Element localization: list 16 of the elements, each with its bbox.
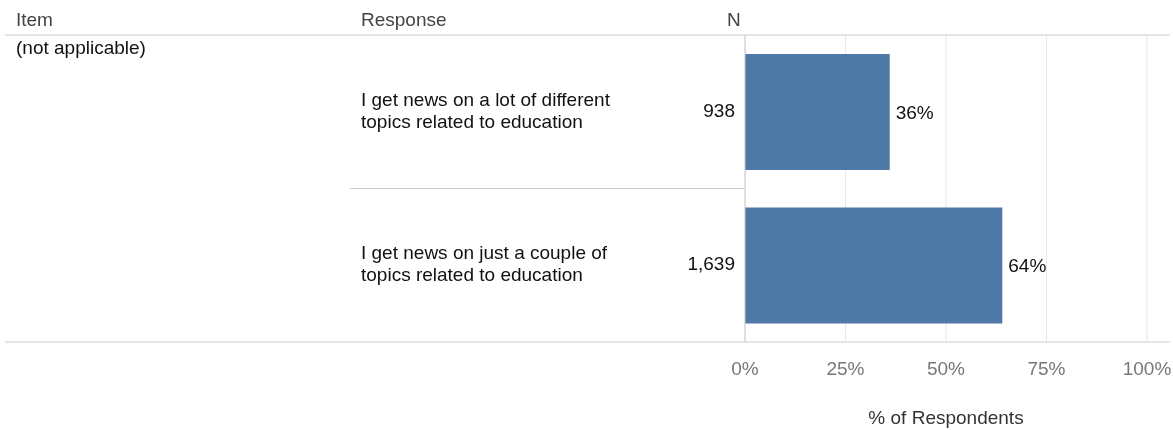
x-tick-label: 100% xyxy=(1122,358,1172,380)
x-tick-label: 50% xyxy=(926,358,966,380)
x-axis-title: % of Respondents xyxy=(868,407,1024,428)
text: 1,639 xyxy=(687,253,735,275)
x-tick-label: 25% xyxy=(826,358,865,380)
y-tick-label: I get news on a lot of different topics related to education xyxy=(361,88,611,132)
text: 938 xyxy=(703,99,735,121)
data-label: 64% xyxy=(1008,255,1047,277)
y-tick-label: I get news on just a couple of topics related to education xyxy=(361,242,608,286)
data-label: 36% xyxy=(895,101,934,123)
text: (not applicable) xyxy=(16,37,146,58)
text: N xyxy=(727,9,741,30)
x-tick-label: 75% xyxy=(1027,358,1066,380)
x-tick-label: 0% xyxy=(731,358,759,380)
y-axis-title: Response xyxy=(361,9,447,30)
text: Item xyxy=(16,9,53,30)
